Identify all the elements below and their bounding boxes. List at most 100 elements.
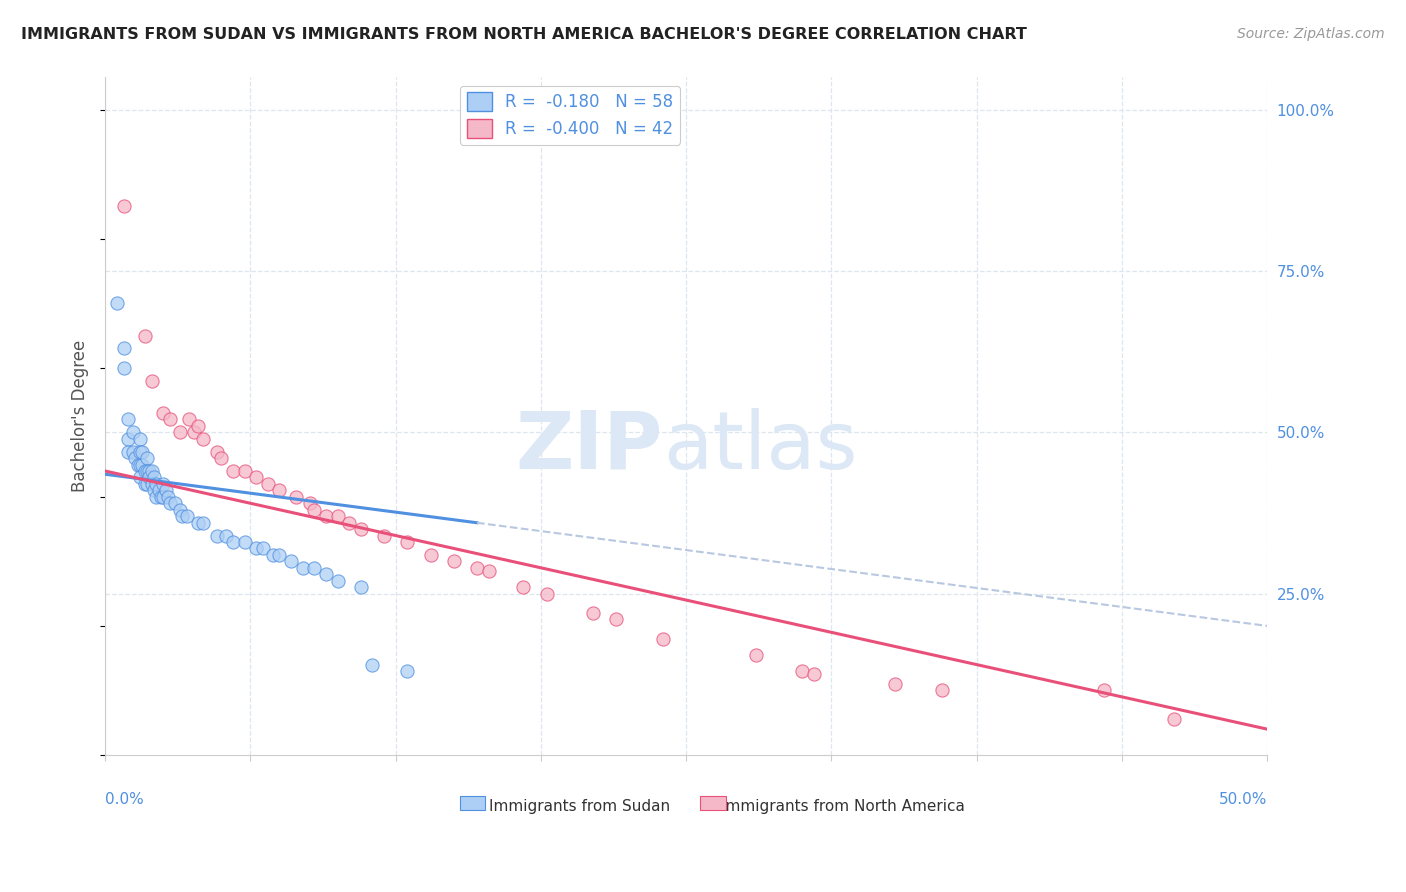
- Point: [143, 470, 166, 484]
- Point: [315, 567, 337, 582]
- Point: [280, 554, 302, 568]
- Point: [112, 360, 135, 375]
- Point: [122, 425, 145, 440]
- Point: [326, 509, 349, 524]
- Point: [205, 528, 228, 542]
- Point: [187, 516, 209, 530]
- Point: [145, 477, 167, 491]
- Point: [191, 432, 214, 446]
- Point: [131, 458, 153, 472]
- Point: [136, 477, 159, 491]
- Point: [129, 458, 152, 472]
- Point: [143, 483, 166, 498]
- Point: [350, 522, 373, 536]
- Point: [138, 470, 160, 484]
- Point: [152, 477, 174, 491]
- Point: [134, 328, 156, 343]
- Point: [315, 509, 337, 524]
- FancyBboxPatch shape: [460, 796, 485, 811]
- Point: [396, 535, 419, 549]
- Point: [233, 464, 256, 478]
- Point: [605, 612, 627, 626]
- Point: [112, 199, 135, 213]
- Y-axis label: Bachelor's Degree: Bachelor's Degree: [72, 340, 89, 492]
- Point: [1092, 683, 1115, 698]
- Point: [145, 490, 167, 504]
- Point: [148, 483, 170, 498]
- Point: [159, 496, 181, 510]
- Point: [138, 464, 160, 478]
- Text: IMMIGRANTS FROM SUDAN VS IMMIGRANTS FROM NORTH AMERICA BACHELOR'S DEGREE CORRELA: IMMIGRANTS FROM SUDAN VS IMMIGRANTS FROM…: [21, 27, 1026, 42]
- Point: [361, 657, 384, 672]
- Point: [136, 451, 159, 466]
- Point: [269, 548, 291, 562]
- Point: [792, 664, 814, 678]
- Point: [176, 509, 198, 524]
- Text: Immigrants from Sudan: Immigrants from Sudan: [489, 799, 669, 814]
- Point: [152, 490, 174, 504]
- Point: [326, 574, 349, 588]
- Point: [129, 444, 152, 458]
- Point: [443, 554, 465, 568]
- Point: [304, 502, 326, 516]
- Point: [222, 535, 245, 549]
- Point: [141, 374, 163, 388]
- Point: [298, 496, 321, 510]
- Point: [252, 541, 274, 556]
- Point: [209, 451, 232, 466]
- Point: [291, 561, 314, 575]
- Point: [222, 464, 245, 478]
- Point: [136, 464, 159, 478]
- Point: [155, 483, 177, 498]
- Point: [149, 490, 172, 504]
- Point: [262, 548, 284, 562]
- Point: [117, 412, 139, 426]
- Point: [129, 432, 152, 446]
- FancyBboxPatch shape: [700, 796, 725, 811]
- Point: [187, 418, 209, 433]
- Legend: R =  -0.180   N = 58, R =  -0.400   N = 42: R = -0.180 N = 58, R = -0.400 N = 42: [460, 86, 681, 145]
- Point: [803, 667, 825, 681]
- Point: [512, 580, 534, 594]
- Point: [129, 470, 152, 484]
- Text: Immigrants from North America: Immigrants from North America: [721, 799, 965, 814]
- Point: [134, 477, 156, 491]
- Point: [233, 535, 256, 549]
- Point: [245, 470, 267, 484]
- Point: [465, 561, 488, 575]
- Point: [112, 342, 135, 356]
- Point: [170, 509, 193, 524]
- Point: [205, 444, 228, 458]
- Point: [745, 648, 768, 662]
- Point: [396, 664, 419, 678]
- Point: [134, 464, 156, 478]
- Point: [478, 564, 501, 578]
- Point: [131, 444, 153, 458]
- Point: [651, 632, 673, 646]
- Point: [124, 451, 146, 466]
- Point: [141, 464, 163, 478]
- Point: [884, 677, 907, 691]
- Point: [152, 406, 174, 420]
- Point: [419, 548, 441, 562]
- Point: [304, 561, 326, 575]
- Point: [183, 425, 205, 440]
- Point: [1163, 713, 1185, 727]
- Text: ZIP: ZIP: [516, 408, 662, 485]
- Point: [284, 490, 307, 504]
- Point: [122, 444, 145, 458]
- Text: 0.0%: 0.0%: [105, 792, 143, 807]
- Point: [373, 528, 395, 542]
- Point: [337, 516, 360, 530]
- Point: [350, 580, 373, 594]
- Point: [169, 502, 191, 516]
- Point: [141, 477, 163, 491]
- Text: 50.0%: 50.0%: [1219, 792, 1267, 807]
- Point: [117, 444, 139, 458]
- Point: [127, 458, 149, 472]
- Point: [156, 490, 179, 504]
- Point: [163, 496, 186, 510]
- Text: Source: ZipAtlas.com: Source: ZipAtlas.com: [1237, 27, 1385, 41]
- Point: [159, 412, 181, 426]
- Point: [215, 528, 238, 542]
